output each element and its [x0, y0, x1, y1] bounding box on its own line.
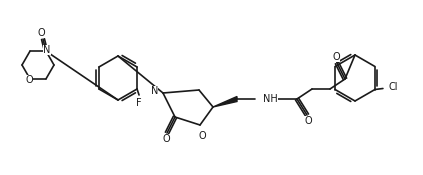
Text: O: O — [332, 52, 340, 62]
Text: O: O — [37, 28, 45, 38]
Text: NH: NH — [263, 94, 278, 104]
Text: O: O — [198, 131, 206, 141]
Text: O: O — [162, 134, 170, 144]
Text: O: O — [304, 116, 312, 126]
Text: Cl: Cl — [389, 82, 398, 93]
Text: O: O — [25, 75, 33, 85]
Text: N: N — [43, 45, 51, 55]
Text: N: N — [151, 86, 158, 96]
Polygon shape — [213, 96, 237, 107]
Text: F: F — [136, 98, 142, 108]
